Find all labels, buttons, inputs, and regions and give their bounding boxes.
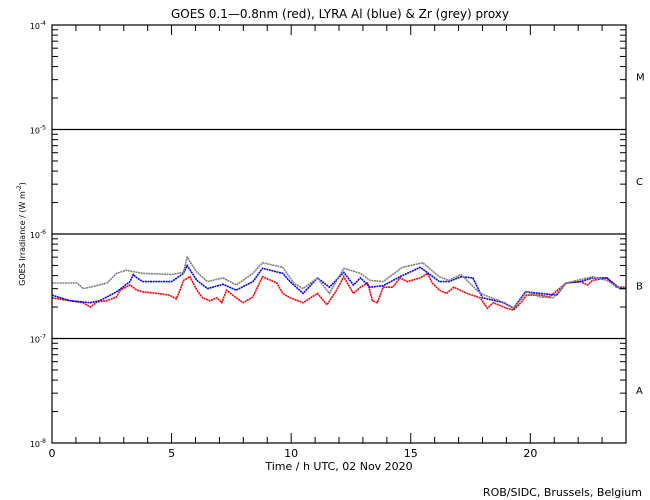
x-tick-label: 5 xyxy=(168,447,175,460)
y-tick-base: 10 xyxy=(30,231,40,240)
y-tick-base: 10 xyxy=(30,440,40,449)
y-tick-exponent: -6 xyxy=(40,229,46,236)
y-tick-exponent: -7 xyxy=(40,334,46,341)
series-line-lyra-zr xyxy=(52,255,626,310)
y-tick-label: 10-8 xyxy=(30,438,46,449)
y-tick-exponent: -4 xyxy=(40,20,46,27)
x-tick-label: 20 xyxy=(523,447,537,460)
y-axis-label-main: GOES Irradiance / (W m xyxy=(18,191,27,286)
y-tick-label: 10-6 xyxy=(30,229,46,240)
footer-credit: ROB/SIDC, Brussels, Belgium xyxy=(483,486,642,499)
y-tick-label: 10-5 xyxy=(30,125,46,136)
y-tick-label: 10-7 xyxy=(30,334,46,345)
y-axis-label-end: ) xyxy=(18,182,27,185)
series-group xyxy=(51,255,626,311)
y-axis-label-sup: -2 xyxy=(16,185,23,191)
chart-title: GOES 0.1—0.8nm (red), LYRA Al (blue) & Z… xyxy=(171,7,509,21)
y-tick-exponent: -5 xyxy=(40,125,46,132)
flare-class-label: B xyxy=(636,282,643,293)
flare-class-label: M xyxy=(636,73,645,84)
y-tick-base: 10 xyxy=(30,22,40,31)
x-axis-label: Time / h UTC, 02 Nov 2020 xyxy=(264,460,412,473)
series-line-lyra-al xyxy=(51,263,626,310)
x-tick-label: 15 xyxy=(404,447,418,460)
flare-class-label: A xyxy=(636,386,643,397)
y-tick-base: 10 xyxy=(30,336,40,345)
y-tick-label: 10-4 xyxy=(30,20,46,31)
class-lines xyxy=(52,128,626,340)
x-tick-label: 0 xyxy=(49,447,56,460)
x-tick-label: 10 xyxy=(284,447,298,460)
y-tick-exponent: -8 xyxy=(40,438,46,445)
series-line-goes xyxy=(51,272,626,311)
flare-class-label: C xyxy=(636,177,643,188)
y-tick-base: 10 xyxy=(30,127,40,136)
y-axis-label: GOES Irradiance / (W m-2) xyxy=(16,182,27,286)
